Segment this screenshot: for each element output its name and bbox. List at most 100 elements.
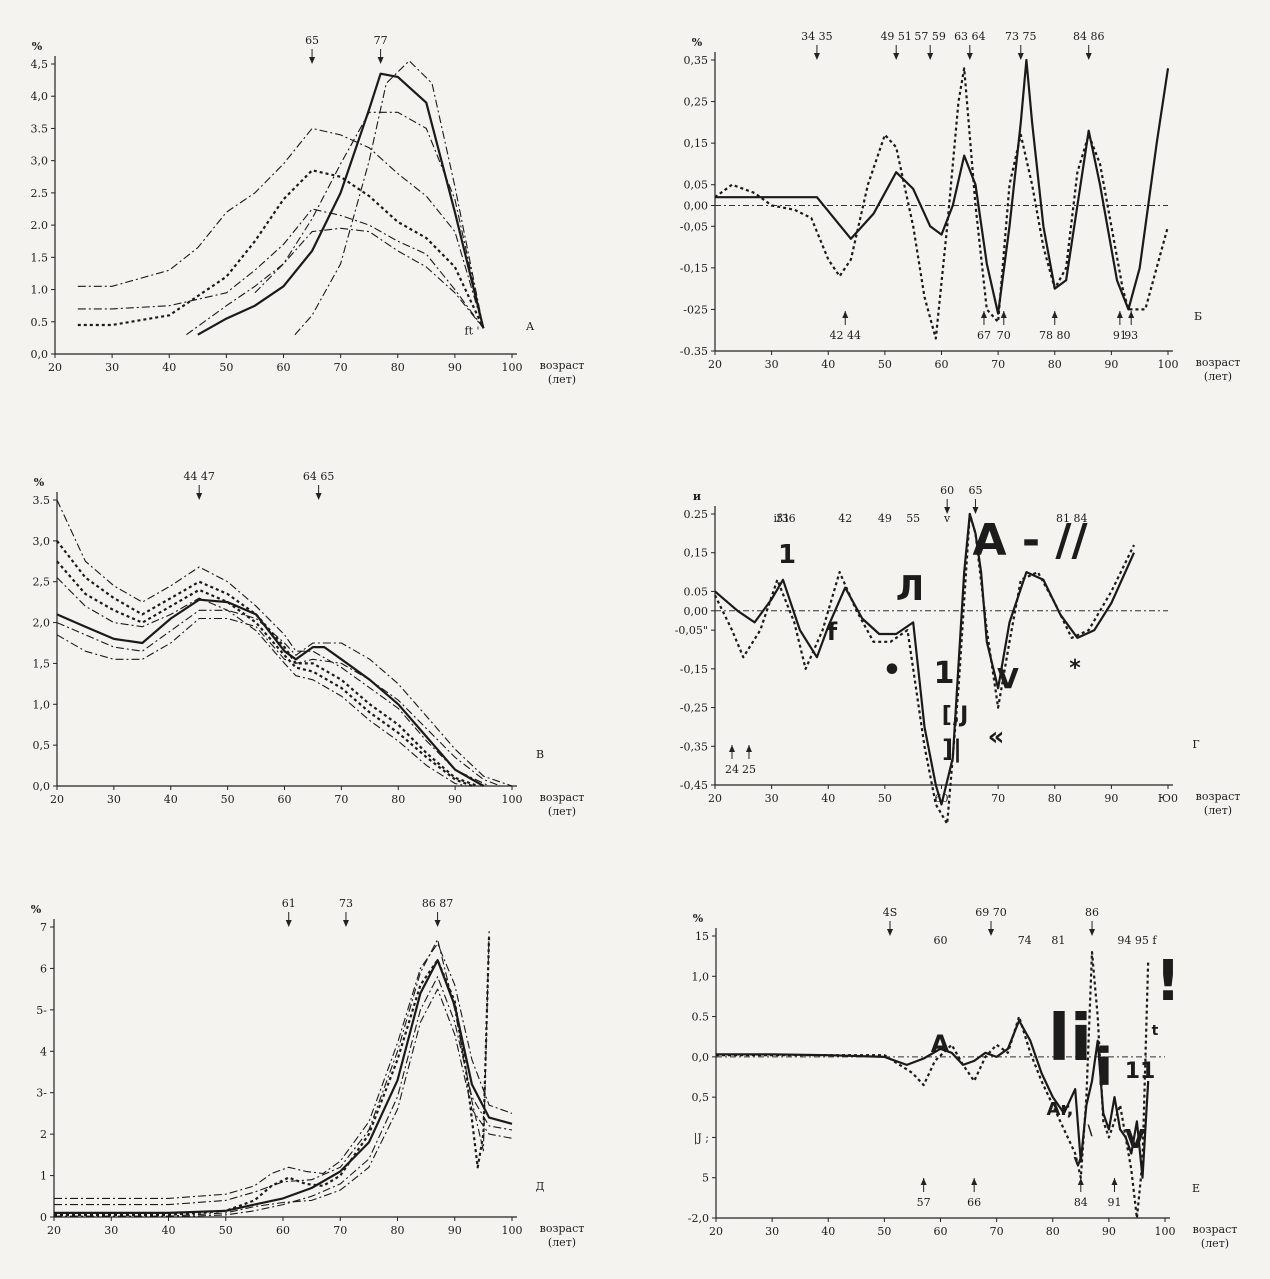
- x-tick-label: 100: [1155, 1225, 1176, 1238]
- y-tick-label: -0,15: [680, 663, 708, 676]
- point-label: v: [943, 512, 951, 525]
- chart-panel-e: 20 30 40 50 60 70 80 90 100 -2,0 5 |J ; 0,5 0,0 0.5 1,0…: [688, 906, 1238, 1250]
- trough-label: 84: [1074, 1196, 1088, 1209]
- series-line-dotted: [56, 540, 479, 788]
- trough-label: 66: [967, 1196, 981, 1209]
- series-line-solid: [54, 959, 513, 1214]
- x-tick-label: 30: [765, 358, 779, 371]
- peak-arrow-head: [944, 507, 951, 514]
- panel-letter: Д: [536, 1180, 545, 1193]
- y-tick-label: 0,25: [684, 96, 709, 109]
- series-line-dashdot: [54, 988, 513, 1217]
- y-tick-label: 3,0: [31, 155, 49, 168]
- series-line-dashdot: [77, 208, 484, 329]
- trough-label: 25: [742, 763, 756, 776]
- y-unit-label: %: [32, 40, 43, 53]
- y-tick-label: 2: [40, 1128, 47, 1141]
- y-tick-label: -0.35: [680, 345, 708, 358]
- series-line-dashdot: [56, 577, 467, 787]
- peak-label: 73 75: [1005, 30, 1037, 43]
- y-tick-label: -0,05: [680, 220, 708, 233]
- x-tick-label: 90: [1104, 358, 1118, 371]
- trough-arrow-head: [1111, 1178, 1118, 1185]
- peak-label: 63 64: [954, 30, 986, 43]
- ocr-artifact-glyph: 1: [934, 656, 955, 691]
- y-tick-label: -0,35: [680, 740, 708, 753]
- chart-panel-b6: 20 30 40 50 60 70 80 90 100 -0.35 -025 -0,15 -0,05 0,…: [680, 30, 1241, 383]
- series-line-solid: [197, 72, 485, 336]
- x-tick-label: 20: [47, 1224, 61, 1237]
- ocr-artifact-glyph: А: [931, 1030, 950, 1058]
- x-tick-label: 80: [391, 1224, 405, 1237]
- x-tick-label: 90: [448, 793, 462, 806]
- y-tick-label: 0.5: [692, 1011, 710, 1024]
- trough-arrow-head: [920, 1178, 927, 1185]
- panel-letter: Г: [1192, 738, 1199, 751]
- series-line-dashdot: [56, 609, 513, 787]
- y-tick-label: 0,05: [684, 179, 709, 192]
- y-unit-label: %: [692, 36, 703, 49]
- x-tick-label: 90: [1104, 792, 1118, 805]
- series-line-dashdot: [186, 111, 484, 336]
- x-tick-label: 100: [1158, 358, 1179, 371]
- trough-label: 42 44: [829, 329, 861, 342]
- peak-arrow-head: [196, 493, 203, 500]
- y-tick-label: -025: [683, 303, 708, 316]
- y-tick-label: 2,0: [33, 617, 51, 630]
- x-tick-label: 90: [1102, 1225, 1116, 1238]
- x-tick-label: 70: [334, 361, 348, 374]
- x-tick-label: 60: [276, 1224, 290, 1237]
- x-tick-label: 20: [50, 793, 64, 806]
- trough-label: 67: [977, 329, 991, 342]
- panel-letter: Е: [1192, 1182, 1200, 1195]
- point-label: 60: [934, 934, 948, 947]
- ocr-artifact-text: ft ': [465, 325, 480, 338]
- series-line-dashdot: [56, 499, 490, 787]
- x-tick-label: 60: [934, 1225, 948, 1238]
- ocr-artifact-glyph: V: [997, 662, 1019, 695]
- series-line-solid: [714, 512, 1136, 806]
- series-line-dotted: [56, 560, 473, 788]
- trough-arrow-head: [1116, 311, 1123, 318]
- peak-arrow-head: [966, 53, 973, 60]
- series-line-dotted: [77, 169, 485, 329]
- x-tick-label: 50: [877, 1225, 891, 1238]
- ocr-artifact-glyph: Л: [896, 569, 924, 609]
- peak-label: 65: [968, 484, 982, 497]
- trough-label: 24: [725, 763, 739, 776]
- point-label: 42: [838, 512, 852, 525]
- x-tick-label: 70: [334, 793, 348, 806]
- series-line-dashdot: [294, 60, 484, 336]
- y-tick-label: 1,5: [33, 657, 51, 670]
- peak-arrow-head: [434, 920, 441, 927]
- x-tick-label: 70: [991, 792, 1005, 805]
- y-unit-label: и: [693, 490, 701, 503]
- y-tick-label: 0,0: [692, 1051, 710, 1064]
- peak-label: 60: [940, 484, 954, 497]
- x-tick-label: 30: [765, 792, 779, 805]
- point-label: 94 95 f: [1117, 934, 1157, 947]
- panel-letter: В: [536, 748, 544, 761]
- x-tick-label: 40: [162, 1224, 176, 1237]
- trough-label: 57: [917, 1196, 931, 1209]
- y-tick-label: 0,15: [684, 137, 709, 150]
- point-label: 55: [906, 512, 920, 525]
- x-axis-label: возраст: [540, 359, 585, 372]
- peak-label: 73: [339, 897, 353, 910]
- x-tick-label: 90: [448, 361, 462, 374]
- ocr-artifact-glyph: \: [1087, 1123, 1093, 1139]
- trough-arrow-head: [980, 311, 987, 318]
- trough-label: 93: [1124, 329, 1138, 342]
- trough-arrow-head: [1128, 311, 1135, 318]
- y-unit-label: %: [34, 476, 45, 489]
- x-tick-label: Ю0: [1158, 792, 1178, 805]
- x-tick-label: 90: [448, 1224, 462, 1237]
- trough-label: 91: [1107, 1196, 1121, 1209]
- chart-panel-d: 20 30 40 50 60 70 80 90 100 0 1 2 3- 4 5- 6 7% возраст(ле…: [31, 897, 585, 1249]
- y-tick-label: 1.5: [31, 251, 49, 264]
- peak-label: 57 59: [914, 30, 946, 43]
- peak-arrow-head: [342, 920, 349, 927]
- ocr-artifact-glyph: ]|: [942, 735, 962, 763]
- ocr-artifact-glyph: V: [1125, 1125, 1145, 1155]
